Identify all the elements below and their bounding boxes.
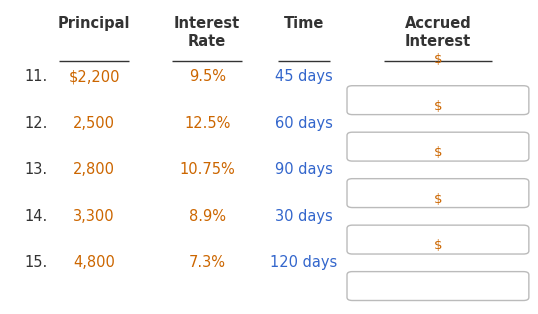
Text: 11.: 11. (24, 69, 47, 84)
Text: 8.9%: 8.9% (189, 209, 225, 224)
Text: 14.: 14. (24, 209, 47, 224)
Text: 15.: 15. (24, 255, 47, 270)
Text: 13.: 13. (24, 162, 47, 177)
Text: 9.5%: 9.5% (189, 69, 225, 84)
Text: Accrued
Interest: Accrued Interest (405, 16, 471, 49)
Text: 45 days: 45 days (275, 69, 333, 84)
Text: $2,200: $2,200 (68, 69, 120, 84)
Text: $: $ (434, 100, 442, 113)
Text: Time: Time (284, 16, 324, 31)
Text: $: $ (434, 192, 442, 206)
Text: 90 days: 90 days (275, 162, 333, 177)
Text: Interest
Rate: Interest Rate (174, 16, 240, 49)
FancyBboxPatch shape (347, 272, 529, 300)
FancyBboxPatch shape (347, 86, 529, 115)
Text: Principal: Principal (58, 16, 130, 31)
FancyBboxPatch shape (347, 179, 529, 208)
Text: $: $ (434, 53, 442, 66)
Text: $: $ (434, 146, 442, 159)
Text: 7.3%: 7.3% (189, 255, 225, 270)
Text: 3,300: 3,300 (73, 209, 115, 224)
Text: 4,800: 4,800 (73, 255, 115, 270)
Text: 2,500: 2,500 (73, 116, 115, 131)
Text: 12.: 12. (24, 116, 47, 131)
Text: 120 days: 120 days (270, 255, 338, 270)
Text: 30 days: 30 days (275, 209, 333, 224)
Text: 60 days: 60 days (275, 116, 333, 131)
Text: 10.75%: 10.75% (179, 162, 235, 177)
FancyBboxPatch shape (347, 132, 529, 161)
FancyBboxPatch shape (347, 225, 529, 254)
Text: $: $ (434, 239, 442, 252)
Text: 2,800: 2,800 (73, 162, 115, 177)
Text: 12.5%: 12.5% (184, 116, 230, 131)
